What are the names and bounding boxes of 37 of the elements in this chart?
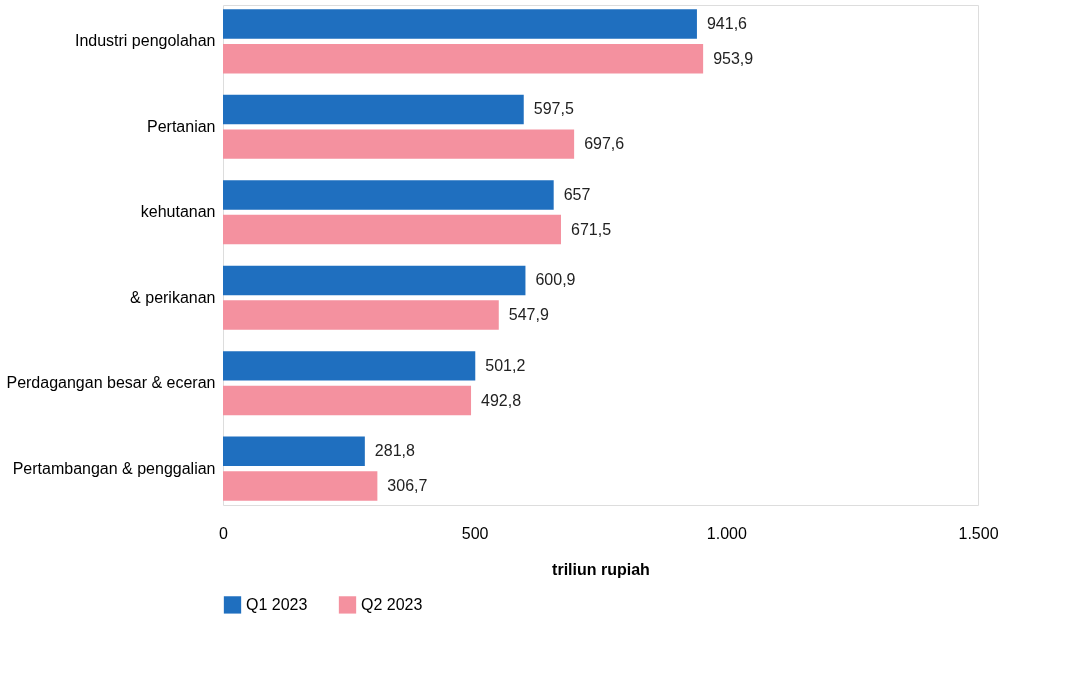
bar bbox=[223, 265, 526, 296]
bar bbox=[223, 300, 499, 330]
bar bbox=[223, 214, 561, 245]
bar bbox=[223, 385, 472, 416]
x-tick-label: 500 bbox=[461, 524, 489, 542]
data-label: 306,7 bbox=[387, 477, 428, 494]
bar bbox=[223, 43, 704, 74]
data-label: 501,2 bbox=[485, 356, 526, 374]
y-tick-label: Perdagangan besar & eceran bbox=[6, 374, 216, 392]
data-label: 492,8 bbox=[481, 391, 522, 409]
y-tick-label: & perikanan bbox=[130, 288, 216, 306]
y-tick-label: Pertambangan & penggalian bbox=[12, 459, 216, 477]
y-tick-label: kehutanan bbox=[140, 203, 216, 221]
bar bbox=[223, 351, 476, 381]
y-tick-label: Industri pengolahan bbox=[74, 32, 216, 50]
y-tick-label: Pertanian bbox=[147, 117, 216, 135]
bar bbox=[223, 180, 554, 210]
bar bbox=[223, 436, 365, 467]
data-label: 671,5 bbox=[570, 220, 612, 238]
x-tick-label: 0 bbox=[219, 524, 229, 542]
data-label: 281,8 bbox=[374, 442, 415, 460]
data-label: 600,9 bbox=[535, 271, 576, 289]
data-label: 953,9 bbox=[713, 49, 754, 67]
bar bbox=[223, 129, 575, 159]
data-label: 941,6 bbox=[706, 15, 748, 32]
bar bbox=[223, 94, 524, 125]
bar bbox=[223, 471, 378, 501]
x-tick-label: 1.000 bbox=[706, 524, 747, 542]
data-label: 597,5 bbox=[533, 100, 574, 118]
x-tick-label: 1.500 bbox=[958, 524, 999, 542]
legend-label: Q2 2023 bbox=[361, 595, 423, 613]
data-label: 697,6 bbox=[584, 135, 625, 153]
x-axis-title: triliun rupiah bbox=[552, 560, 650, 578]
legend-label: Q1 2023 bbox=[246, 595, 308, 613]
data-label: 547,9 bbox=[508, 306, 549, 324]
data-label: 657 bbox=[563, 185, 591, 203]
bar bbox=[223, 9, 697, 39]
